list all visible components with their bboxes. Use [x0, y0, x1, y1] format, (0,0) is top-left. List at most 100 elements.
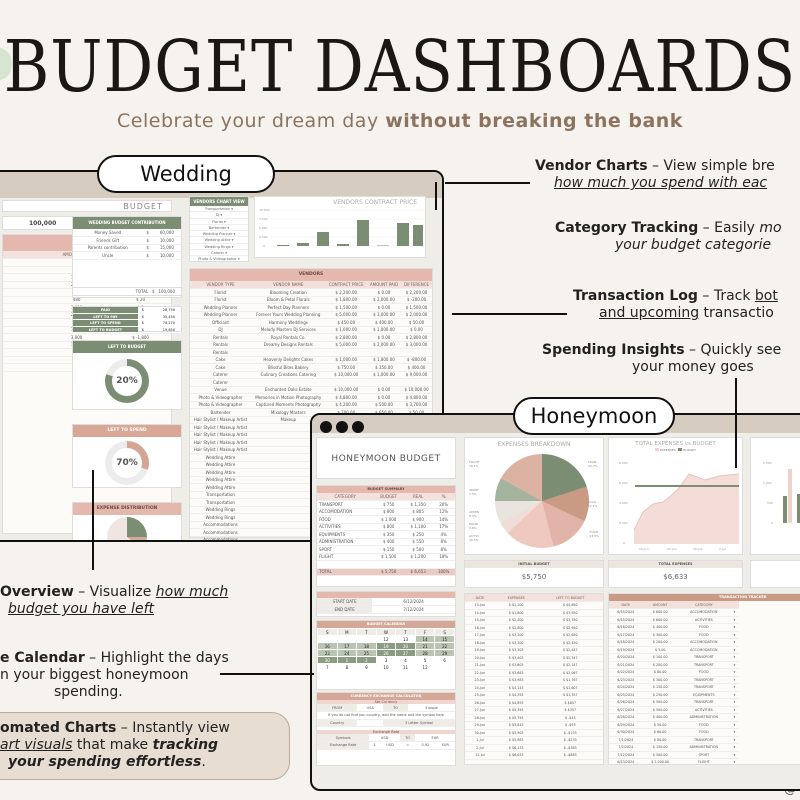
calendar-day[interactable]: 5 [414, 656, 436, 664]
category-dropdown[interactable]: TRANSPORT [677, 676, 730, 684]
country-input[interactable] [357, 719, 383, 727]
vendor-dropdown[interactable]: Transportation ▾ [190, 206, 248, 213]
annotation-calendar: e Calendar – Highlight the days n your b… [0, 650, 229, 700]
calendar-day[interactable]: 7 [317, 663, 338, 671]
table-row: Friends Gift $10,000 [73, 236, 181, 245]
category-dropdown[interactable]: ADMINISTRATION [677, 743, 730, 752]
category-dropdown[interactable]: FOOD [677, 631, 730, 639]
calendar-day[interactable]: 4 [395, 656, 416, 664]
calendar-day[interactable]: 19 [375, 642, 397, 650]
category-dropdown[interactable]: FOOD [677, 668, 730, 677]
table-row: 6/16/2024 $ 400.00 FOOD ▾ [609, 623, 739, 632]
calendar-day[interactable]: 1 [336, 656, 358, 664]
category-dropdown[interactable]: FOOD [677, 623, 730, 632]
calendar-day[interactable]: 11 [395, 663, 416, 671]
calendar-day[interactable]: 25 [356, 649, 377, 657]
category-dropdown[interactable]: TRANSPORT [677, 736, 730, 744]
category-dropdown[interactable]: FOOD [677, 721, 730, 729]
daily-expenses-table: DATE EXPENSES LEFT TO BUDGET 13-Jun $ $1,100… [464, 593, 604, 765]
calendar-day[interactable]: 28 [414, 649, 436, 657]
calendar-day[interactable]: 23 [317, 649, 338, 657]
svg-text:2,000: 2,000 [619, 521, 628, 525]
table-row: 29-Jun $ $5,843 $ -$93 [465, 721, 603, 730]
vendor-dropdown[interactable]: Wedding Rings ▾ [190, 244, 248, 251]
category-dropdown[interactable]: ACTIVITIES [677, 616, 730, 624]
calendar-day[interactable] [434, 663, 455, 671]
calendar-day[interactable]: 3 [375, 656, 397, 664]
category-dropdown[interactable]: SPORT [677, 751, 730, 759]
table-row: 26-Jun $ $4,893 $ $857 [465, 699, 603, 707]
category-dropdown[interactable]: ADMINISTRATION [677, 713, 730, 722]
category-dropdown[interactable]: EQUIPMENTS [677, 691, 730, 699]
calendar-day[interactable]: 12 [375, 635, 397, 643]
category-dropdown[interactable]: TRANSPORT [677, 661, 730, 669]
vendor-dropdown[interactable]: Bartender ▾ [190, 225, 248, 232]
table-row: FOOD $ 1,000 $ 900 14% [317, 515, 455, 524]
expenses-breakdown-chart: EXPENSES BREAKDOWN FLIGHT 18.1% TRAN... 20… [464, 437, 604, 555]
calendar-day[interactable]: 18 [356, 642, 377, 650]
tab-honeymoon[interactable]: Honeymoon [513, 397, 675, 435]
left-to-spend-donut: 70% [105, 441, 149, 485]
table-row: 19-Jun $ $3,303 $ $2,447 [465, 646, 603, 655]
calendar-day[interactable]: 13 [395, 635, 416, 643]
category-dropdown[interactable]: ACCOMODATION [677, 638, 730, 647]
calendar-day[interactable]: 6 [434, 656, 455, 664]
annotation-spending-insights: Spending Insights – Quickly see your mon… [542, 342, 782, 375]
vendor-dropdown[interactable]: Caterer ▾ [190, 250, 248, 257]
from-currency-select[interactable]: USA [357, 704, 383, 712]
table-row: 6/13/2024 $ 1,200.00 FLIGHT ▾ [609, 758, 739, 767]
table-row: Cake Blissful Bites Bakery $ 750.00 $ 350.0… [190, 363, 432, 372]
table-row: 23-Jun $ $3,983 $ $1,767 [465, 676, 603, 685]
svg-text:6,000: 6,000 [619, 481, 628, 485]
tab-wedding[interactable]: Wedding [97, 155, 275, 193]
calendar-day[interactable]: 2 [356, 656, 377, 664]
vendors-contract-chart: VENDORS CONTRACT PRICE 10,000 7,500 5,000 2… [254, 196, 426, 258]
category-dropdown[interactable]: ACTIVITIES [677, 706, 730, 714]
calendar-day[interactable]: 12 [414, 663, 436, 671]
calendar-day[interactable]: 26 [375, 649, 397, 657]
table-row: Rentals [190, 348, 432, 357]
summary-row: PAID $28,750 [73, 307, 181, 314]
calendar-day[interactable]: 21 [414, 642, 436, 650]
annotation-automated-charts: omated Charts – Instantly view art visua… [0, 720, 230, 770]
category-dropdown[interactable]: ACCOMODATION [677, 646, 730, 654]
category-dropdown[interactable]: FLIGHT [677, 758, 730, 767]
calendar-day[interactable]: 20 [395, 642, 416, 650]
vendor-dropdown[interactable]: Florist ▾ [190, 219, 248, 225]
category-dropdown[interactable]: TRANSPORT [677, 683, 730, 692]
calendar-day[interactable]: 15 [434, 635, 455, 643]
table-row: 2-Jul $ $6,133 $ -$383 [465, 744, 603, 752]
summary-row: LEFT TO PAY $35,450 [73, 313, 181, 320]
calendar-day[interactable]: 10 [375, 663, 397, 671]
calendar-day[interactable]: 8 [336, 663, 358, 671]
initial-budget: INITIAL BUDGET $5,750 [464, 560, 604, 588]
category-dropdown[interactable]: ACCOMODATION [677, 608, 730, 617]
calendar-day[interactable]: 30 [317, 656, 338, 664]
calendar-day[interactable]: 24 [336, 649, 358, 657]
calendar-day[interactable] [317, 635, 338, 643]
calendar-day[interactable]: 14 [414, 635, 436, 643]
table-row: 20-Jun $ $3,403 $ $2,347 [465, 654, 603, 662]
calendar-day[interactable]: 17 [336, 642, 358, 650]
calendar-day[interactable]: 29 [434, 649, 455, 657]
calendar-day[interactable]: 22 [434, 642, 455, 650]
calendar-day[interactable] [356, 635, 377, 643]
table-row: Parents contribution $15,000 [73, 244, 181, 252]
calendar-day[interactable]: 27 [395, 649, 416, 657]
calendar-day[interactable]: 9 [356, 663, 377, 671]
budget-summary: BUDGET SUMMARY CATEGORY BUDGET REAL% TRANSP… [316, 485, 456, 587]
vendor-dropdown[interactable]: DJ ▾ [190, 212, 248, 219]
svg-text:5,000: 5,000 [259, 226, 268, 230]
category-dropdown[interactable]: FOOD [677, 728, 730, 737]
table-row: Cake Heavenly Delights Cakes $ 1,000.00 $ 1… [190, 356, 432, 364]
to-currency-select[interactable]: Europe [408, 704, 455, 712]
vendor-dropdown[interactable]: Wedding Attire ▾ [190, 237, 248, 244]
vendor-dropdown[interactable]: Wedding Planner ▾ [190, 231, 248, 238]
category-dropdown[interactable]: TRANSPORT [677, 698, 730, 707]
calendar-day[interactable] [336, 635, 358, 643]
vendor-dropdown[interactable]: Photo & Videographer ▾ [190, 256, 248, 263]
calendar-day[interactable]: 16 [317, 642, 338, 650]
category-dropdown[interactable]: TRANSPORT [677, 653, 730, 662]
table-row: 6/22/2024 $ 80.00 FOOD ▾ [609, 668, 739, 677]
